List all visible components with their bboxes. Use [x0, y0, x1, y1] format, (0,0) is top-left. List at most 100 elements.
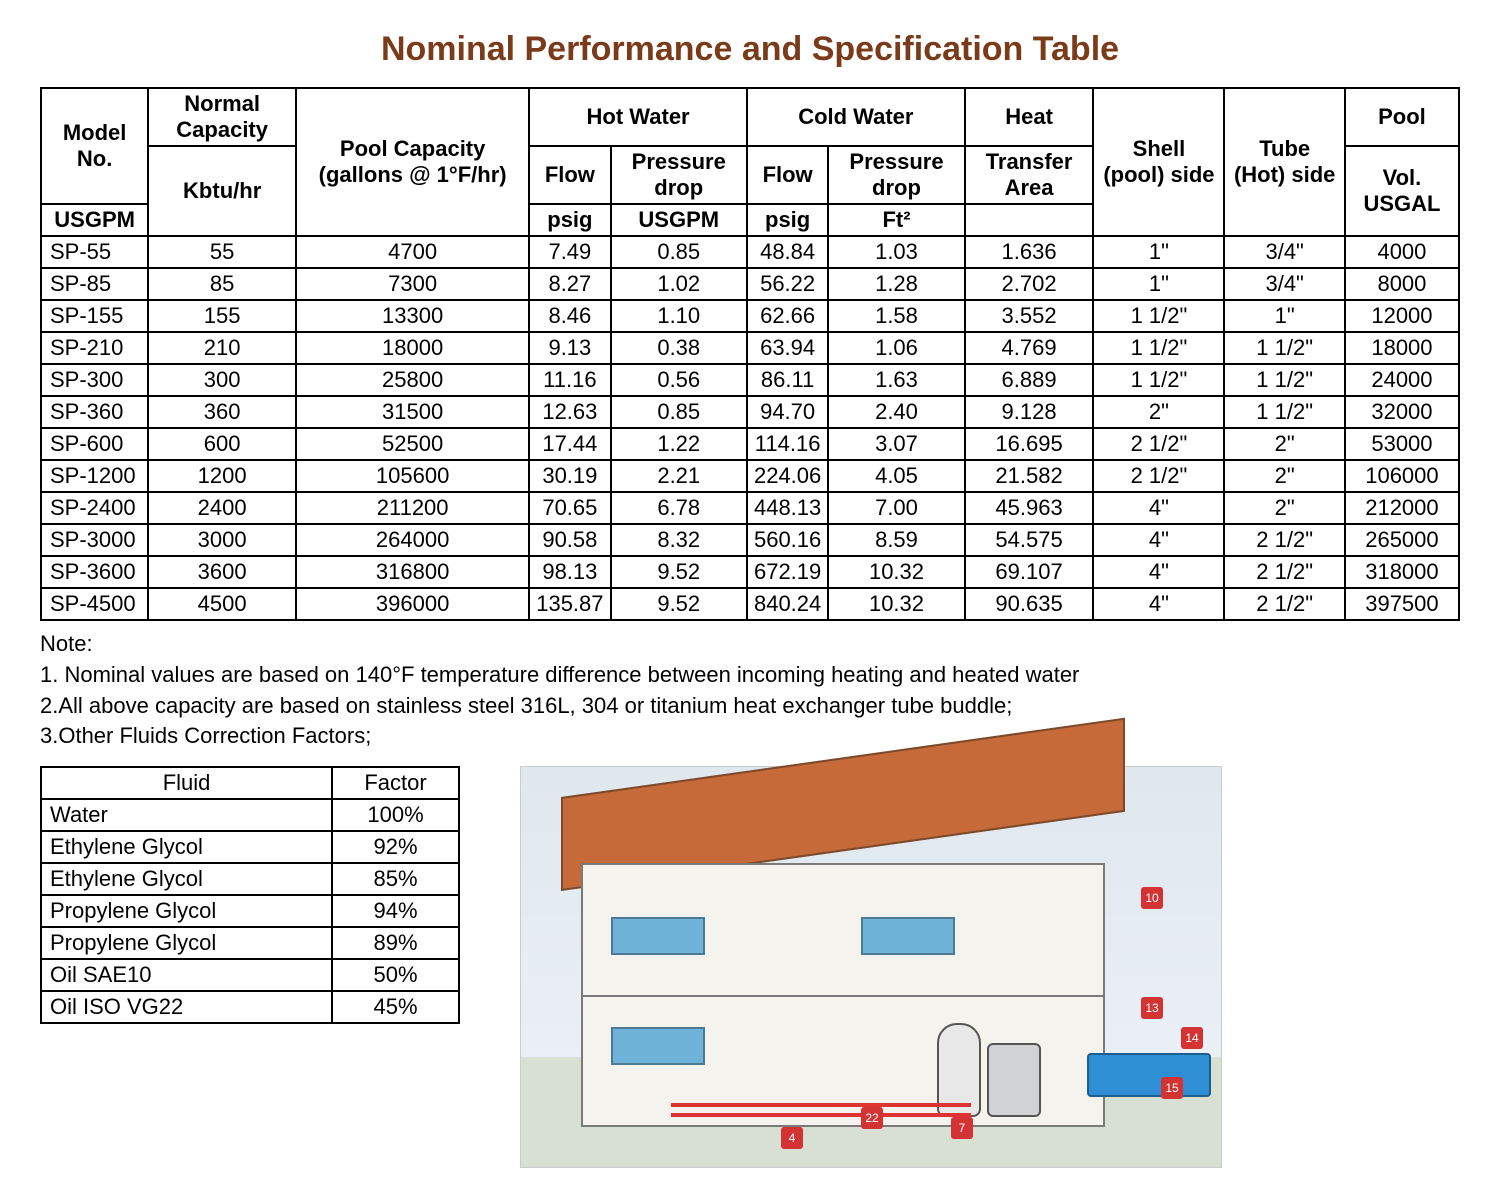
table-cell: 1" — [1093, 268, 1224, 300]
table-cell: 7.49 — [529, 236, 610, 268]
col-heat-area: Transfer Area — [965, 146, 1094, 204]
table-cell: 600 — [148, 428, 296, 460]
table-cell: 560.16 — [747, 524, 828, 556]
table-cell: 265000 — [1345, 524, 1459, 556]
table-row: SP-555547007.490.8548.841.031.6361"3/4"4… — [41, 236, 1459, 268]
table-cell: 0.38 — [611, 332, 747, 364]
table-cell: SP-1200 — [41, 460, 148, 492]
table-cell: SP-55 — [41, 236, 148, 268]
fluid-factor-cell: 45% — [332, 991, 459, 1023]
table-cell: 212000 — [1345, 492, 1459, 524]
table-cell: 25800 — [296, 364, 529, 396]
col-cold-water: Cold Water — [747, 88, 965, 146]
table-cell: 10.32 — [828, 588, 964, 620]
table-cell: 9.52 — [611, 588, 747, 620]
table-cell: 8000 — [1345, 268, 1459, 300]
table-row: Ethylene Glycol85% — [41, 863, 459, 895]
table-cell: 4" — [1093, 524, 1224, 556]
table-cell: 8.46 — [529, 300, 610, 332]
fluid-name-cell: Propylene Glycol — [41, 895, 332, 927]
unit-hot-pd: psig — [529, 204, 610, 236]
col-kbtu: Kbtu/hr — [148, 146, 296, 236]
table-row: Propylene Glycol89% — [41, 927, 459, 959]
note-3: 3.Other Fluids Correction Factors; — [40, 721, 1460, 752]
table-row: SP-6006005250017.441.22114.163.0716.6952… — [41, 428, 1459, 460]
window-icon — [861, 917, 955, 955]
table-cell: 2 1/2" — [1224, 588, 1344, 620]
col-hot-water: Hot Water — [529, 88, 747, 146]
fluid-factor-cell: 100% — [332, 799, 459, 831]
table-cell: 396000 — [296, 588, 529, 620]
fluid-name-cell: Oil ISO VG22 — [41, 991, 332, 1023]
fluid-factor-cell: 94% — [332, 895, 459, 927]
pool-icon — [1087, 1053, 1211, 1097]
table-cell: 1 1/2" — [1093, 364, 1224, 396]
col-normal-capacity: Normal Capacity — [148, 88, 296, 146]
note-1: 1. Nominal values are based on 140°F tem… — [40, 660, 1460, 691]
table-cell: 69.107 — [965, 556, 1094, 588]
table-cell: 45.963 — [965, 492, 1094, 524]
table-row: SP-3000300026400090.588.32560.168.5954.5… — [41, 524, 1459, 556]
table-cell: 2.40 — [828, 396, 964, 428]
table-cell: 8.59 — [828, 524, 964, 556]
unit-cold-flow: USGPM — [611, 204, 747, 236]
table-cell: 4.05 — [828, 460, 964, 492]
table-cell: 53000 — [1345, 428, 1459, 460]
table-cell: 4" — [1093, 556, 1224, 588]
table-cell: SP-3600 — [41, 556, 148, 588]
table-cell: 4000 — [1345, 236, 1459, 268]
fluid-table: Fluid Factor Water100%Ethylene Glycol92%… — [40, 766, 460, 1024]
table-cell: 6.78 — [611, 492, 747, 524]
table-cell: 224.06 — [747, 460, 828, 492]
fluid-name-cell: Water — [41, 799, 332, 831]
window-icon — [611, 1027, 705, 1065]
table-cell: 4.769 — [965, 332, 1094, 364]
table-cell: 211200 — [296, 492, 529, 524]
table-cell: 155 — [148, 300, 296, 332]
table-cell: 2 1/2" — [1093, 460, 1224, 492]
table-cell: 1" — [1224, 300, 1344, 332]
table-cell: 3.07 — [828, 428, 964, 460]
callout-badge: 14 — [1181, 1027, 1203, 1049]
floor-divider — [583, 995, 1103, 997]
table-cell: 2.702 — [965, 268, 1094, 300]
table-cell: SP-210 — [41, 332, 148, 364]
table-cell: SP-155 — [41, 300, 148, 332]
callout-badge: 4 — [781, 1127, 803, 1149]
table-cell: 1.636 — [965, 236, 1094, 268]
table-cell: 17.44 — [529, 428, 610, 460]
table-cell: 1.10 — [611, 300, 747, 332]
table-cell: 360 — [148, 396, 296, 428]
table-cell: 52500 — [296, 428, 529, 460]
table-cell: 7300 — [296, 268, 529, 300]
table-cell: 3/4" — [1224, 268, 1344, 300]
table-cell: 98.13 — [529, 556, 610, 588]
table-cell: 8.27 — [529, 268, 610, 300]
table-row: SP-3003002580011.160.5686.111.636.8891 1… — [41, 364, 1459, 396]
col-hot-pd: Pressure drop — [611, 146, 747, 204]
table-cell: 2400 — [148, 492, 296, 524]
table-cell: 1 1/2" — [1224, 396, 1344, 428]
table-cell: 840.24 — [747, 588, 828, 620]
table-cell: 318000 — [1345, 556, 1459, 588]
fluid-factor-cell: 85% — [332, 863, 459, 895]
table-cell: 18000 — [1345, 332, 1459, 364]
table-row: Water100% — [41, 799, 459, 831]
col-cold-flow: Flow — [747, 146, 828, 204]
table-cell: 7.00 — [828, 492, 964, 524]
table-cell: 12.63 — [529, 396, 610, 428]
table-cell: 1.58 — [828, 300, 964, 332]
table-cell: 3/4" — [1224, 236, 1344, 268]
fluid-col-factor: Factor — [332, 767, 459, 799]
callout-badge: 7 — [951, 1117, 973, 1139]
table-cell: 1.06 — [828, 332, 964, 364]
table-cell: 672.19 — [747, 556, 828, 588]
table-cell: 3600 — [148, 556, 296, 588]
table-row: SP-210210180009.130.3863.941.064.7691 1/… — [41, 332, 1459, 364]
unit-cold-pd: psig — [747, 204, 828, 236]
table-cell: 3.552 — [965, 300, 1094, 332]
table-cell: 70.65 — [529, 492, 610, 524]
table-cell: 1.02 — [611, 268, 747, 300]
col-tube-side: Tube (Hot) side — [1224, 88, 1344, 236]
col-pool-vol: Vol. USGAL — [1345, 146, 1459, 236]
